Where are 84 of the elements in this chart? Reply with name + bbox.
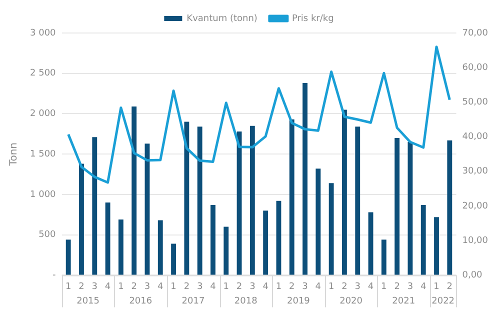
- text: 2017: [182, 296, 205, 307]
- bar: [394, 138, 400, 275]
- y-tick-label: 1 000: [30, 190, 56, 200]
- x-tick-label: 2: [289, 282, 295, 292]
- x-tick-label: 3: [407, 282, 414, 292]
- text: 2019: [286, 296, 310, 307]
- y-tick-label: 2 500: [30, 68, 56, 79]
- bar: [355, 126, 360, 275]
- y2-tick-label: 20,00: [462, 201, 488, 212]
- x-tick-label: 1: [328, 282, 334, 292]
- bar: [316, 168, 321, 275]
- y2-tick-label: 30,00: [462, 166, 488, 177]
- text: 2022: [432, 296, 455, 307]
- bar: [342, 110, 347, 275]
- bar: [224, 226, 229, 275]
- x-tick-label: 4: [420, 282, 426, 292]
- x-tick-label: 4: [368, 282, 374, 292]
- bar: [79, 164, 84, 275]
- y-tick-label: 1 500: [30, 149, 56, 160]
- x-tick-label: 2: [236, 282, 242, 292]
- legend-label: Kvantum (tonn): [186, 14, 258, 24]
- bar: [171, 244, 176, 275]
- x-tick-label: 2: [131, 282, 137, 292]
- x-tick-label: 1: [170, 282, 176, 292]
- text: 2020: [340, 296, 363, 307]
- bar: [276, 200, 282, 275]
- y2-tick-label: 40,00: [462, 132, 488, 142]
- x-tick-label: 1: [65, 282, 72, 292]
- x-tick-label: 1: [381, 282, 387, 292]
- x-tick-label: 2: [394, 282, 400, 292]
- x-tick-label: 4: [158, 282, 164, 292]
- x-tick-label: 1: [276, 282, 282, 292]
- bar: [381, 240, 386, 275]
- y-tick-label: -: [52, 270, 56, 281]
- y2-tick-label: 50,00: [462, 98, 488, 108]
- bar: [302, 83, 308, 275]
- x-tick-label: 3: [144, 282, 150, 292]
- bar: [184, 122, 190, 275]
- x-tick-label: 3: [302, 282, 308, 292]
- x-tick-label: 1: [118, 282, 124, 292]
- x-tick-label: 4: [210, 282, 216, 292]
- x-tick-label: 4: [104, 282, 111, 292]
- x-tick-label: 2: [78, 282, 84, 292]
- bar: [368, 212, 374, 275]
- bar: [197, 126, 202, 275]
- x-tick-label: 3: [354, 282, 360, 292]
- x-tick-label: 3: [92, 282, 98, 292]
- x-tick-label: 4: [262, 282, 269, 292]
- bar: [328, 183, 334, 275]
- y2-tick-label: 60,00: [462, 62, 488, 73]
- y2-tick-label: 0,00: [462, 270, 483, 281]
- text: 2021: [392, 296, 416, 307]
- y-tick-label: 3 000: [30, 28, 56, 38]
- bar: [420, 204, 426, 275]
- bar: [158, 220, 163, 275]
- bar: [132, 106, 137, 275]
- y2-tick-label: 10,00: [462, 236, 488, 246]
- text: 2015: [76, 296, 100, 307]
- x-tick-label: 3: [196, 282, 203, 292]
- bar: [66, 240, 71, 275]
- y2-tick-label: 70,00: [462, 28, 488, 38]
- bar: [289, 119, 294, 275]
- bar: [250, 126, 255, 275]
- bar: [408, 142, 413, 275]
- y-tick-label: 2 000: [30, 109, 56, 120]
- text: 2016: [129, 296, 152, 307]
- x-tick-label: 2: [446, 282, 453, 292]
- bar: [118, 219, 124, 275]
- bar: [92, 137, 98, 275]
- bar: [263, 210, 268, 275]
- legend-label: Pris kr/kg: [292, 14, 334, 24]
- x-tick-label: 2: [342, 282, 348, 292]
- bar: [105, 202, 110, 275]
- bar: [434, 217, 439, 275]
- text: 2018: [234, 296, 258, 307]
- bar: [210, 204, 216, 275]
- x-tick-label: 1: [434, 282, 440, 292]
- x-tick-label: 4: [315, 282, 322, 292]
- y-tick-label: 500: [38, 230, 56, 240]
- bar: [447, 140, 452, 275]
- x-tick-label: 2: [184, 282, 190, 292]
- y-axis-title: Tonn: [8, 142, 20, 167]
- x-tick-label: 3: [250, 282, 256, 292]
- x-tick-label: 1: [223, 282, 229, 292]
